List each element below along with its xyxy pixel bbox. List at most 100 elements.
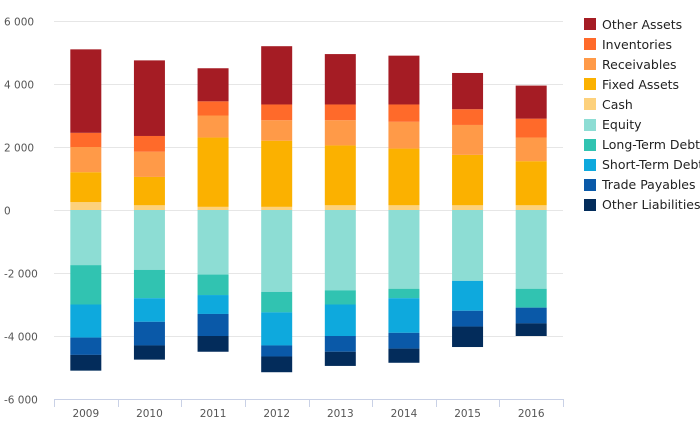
x-tick-label: 2015 xyxy=(454,408,481,420)
chart-legend: Other Assets Inventories Receivables Fixed … xyxy=(584,14,700,215)
legend-label: Receivables xyxy=(602,56,677,72)
bar-segment xyxy=(452,310,484,327)
bar-segment xyxy=(452,205,484,210)
bar-segment xyxy=(197,210,229,275)
bar-segment xyxy=(515,118,547,138)
legend-swatch xyxy=(584,178,596,191)
bar-segment xyxy=(133,151,165,177)
bar-segment xyxy=(388,205,420,210)
bar-segment xyxy=(261,120,293,141)
bar-segment xyxy=(197,68,229,102)
bar-segment xyxy=(133,210,165,270)
bar-segment xyxy=(133,205,165,210)
x-tick-label: 2012 xyxy=(263,408,290,420)
legend-label: Equity xyxy=(602,117,642,133)
x-tick-label: 2009 xyxy=(72,408,99,420)
legend-label: Other Liabilities xyxy=(602,197,700,213)
x-tick-label: 2011 xyxy=(200,408,227,420)
bar-segment xyxy=(133,345,165,360)
bar-segment xyxy=(515,161,547,206)
legend-swatch xyxy=(584,18,596,31)
bar-segment xyxy=(515,85,547,119)
bar-segment xyxy=(324,54,356,105)
bar-segment xyxy=(197,101,229,116)
bar-segment xyxy=(452,72,484,110)
bar-segment xyxy=(324,304,356,336)
legend-swatch xyxy=(584,198,596,211)
legend-swatch xyxy=(584,118,596,131)
legend-item[interactable]: Other Assets xyxy=(584,14,700,34)
x-tick-label: 2014 xyxy=(391,408,418,420)
legend-item[interactable]: Other Liabilities xyxy=(584,195,700,215)
legend-swatch xyxy=(584,98,596,111)
legend-item[interactable]: Receivables xyxy=(584,54,700,74)
legend-swatch xyxy=(584,78,596,91)
bar-segment xyxy=(133,298,165,322)
bar-segment xyxy=(70,172,102,203)
y-tick-label: 6 000 xyxy=(4,17,34,29)
legend-item[interactable]: Inventories xyxy=(584,34,700,54)
bar-segment xyxy=(452,280,484,311)
bar-segment xyxy=(515,210,547,289)
bar-segment xyxy=(452,124,484,155)
bar-segment xyxy=(70,202,102,210)
bar-segment xyxy=(388,348,420,363)
y-tick-label: 2 000 xyxy=(4,143,34,155)
bar-segment xyxy=(133,176,165,206)
bar-segment xyxy=(324,104,356,121)
bar-segment xyxy=(515,288,547,308)
bar-segment xyxy=(70,354,102,371)
legend-item[interactable]: Long-Term Debt xyxy=(584,135,700,155)
legend-label: Short-Term Debt xyxy=(602,157,700,173)
bar-segment xyxy=(324,205,356,210)
bar-segment xyxy=(324,120,356,146)
bar-segment xyxy=(70,147,102,173)
bar-segment xyxy=(197,206,229,210)
bar-segment xyxy=(197,274,229,296)
bar-segment xyxy=(197,115,229,138)
legend-label: Inventories xyxy=(602,36,672,52)
legend-item[interactable]: Cash xyxy=(584,94,700,114)
bar-segment xyxy=(388,288,420,299)
bar-segment xyxy=(388,332,420,349)
bar-segment xyxy=(261,345,293,357)
bar-segment xyxy=(261,206,293,210)
bar-segment xyxy=(133,60,165,136)
bar-segment xyxy=(515,137,547,162)
legend-item[interactable]: Trade Payables xyxy=(584,175,700,195)
bar-segment xyxy=(324,210,356,291)
x-tick-label: 2016 xyxy=(518,408,545,420)
legend-swatch xyxy=(584,138,596,151)
bar-segment xyxy=(324,145,356,206)
bar-segment xyxy=(261,46,293,105)
bar-segment xyxy=(261,104,293,121)
bar-segment xyxy=(70,210,102,266)
bar-segment xyxy=(70,132,102,147)
y-tick-label: -2 000 xyxy=(4,269,38,281)
bar-segment xyxy=(133,269,165,299)
bar-segment xyxy=(261,356,293,373)
bar-segment xyxy=(261,140,293,207)
bar-segment xyxy=(388,148,420,206)
legend-swatch xyxy=(584,38,596,51)
bar-segment xyxy=(452,109,484,125)
legend-label: Trade Payables xyxy=(602,177,696,193)
x-tick-label: 2010 xyxy=(136,408,163,420)
bar-segment xyxy=(388,55,420,105)
legend-item[interactable]: Short-Term Debt xyxy=(584,155,700,175)
bar-segment xyxy=(452,154,484,206)
legend-item[interactable]: Fixed Assets xyxy=(584,74,700,94)
bar-segment xyxy=(197,137,229,207)
y-tick-label: -6 000 xyxy=(4,395,38,407)
bar-segment xyxy=(70,304,102,338)
bar-segment xyxy=(515,323,547,336)
bar-segment xyxy=(197,336,229,352)
bar-segment xyxy=(324,351,356,366)
bar-segment xyxy=(388,298,420,333)
legend-item[interactable]: Equity xyxy=(584,114,700,134)
legend-label: Cash xyxy=(602,96,633,112)
bar-segment xyxy=(388,210,420,289)
bar-segment xyxy=(70,49,102,133)
bar-segment xyxy=(324,336,356,352)
bar-segment xyxy=(197,295,229,314)
